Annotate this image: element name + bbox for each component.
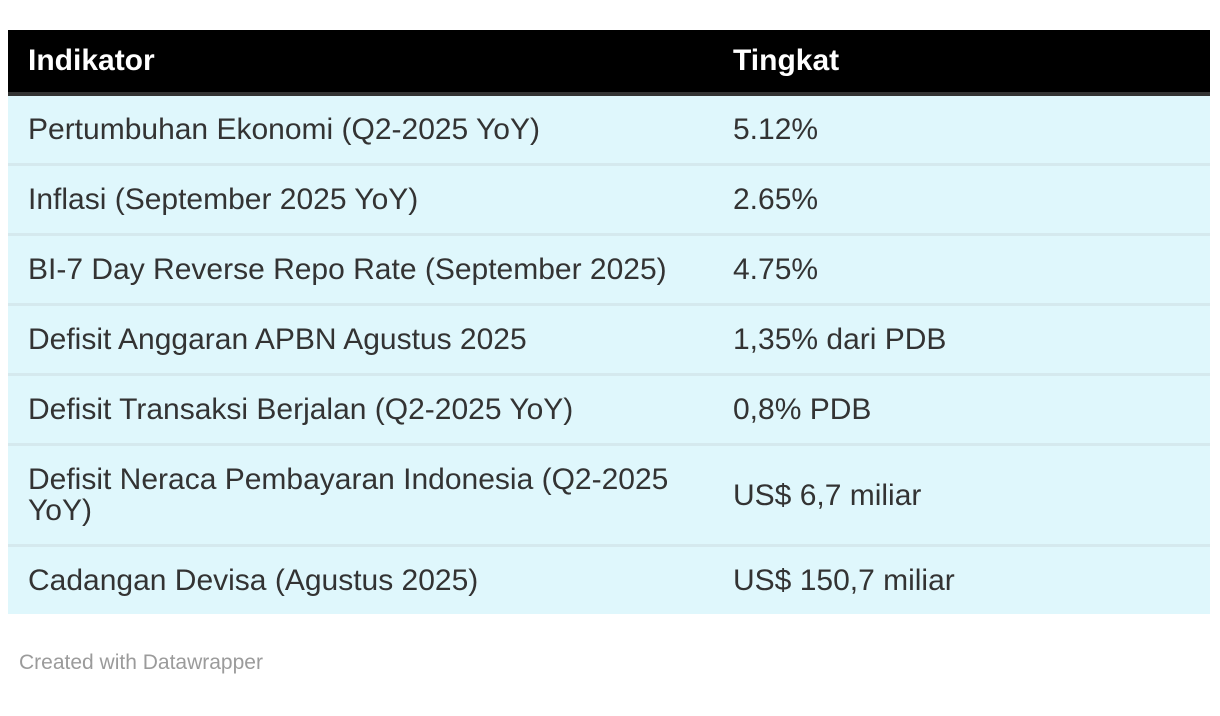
table-chart: Indikator Tingkat Pertumbuhan Ekonomi (Q… [8,30,1210,675]
table-row: Pertumbuhan Ekonomi (Q2-2025 YoY) 5.12% [8,94,1210,165]
header-row: Indikator Tingkat [8,30,1210,96]
cell-tingkat: 2.65% [713,163,1210,235]
table-row: Defisit Neraca Pembayaran Indonesia (Q2-… [8,443,1210,546]
cell-tingkat: US$ 150,7 miliar [713,544,1210,614]
column-header-tingkat: Tingkat [713,30,1210,96]
table-row: Defisit Anggaran APBN Agustus 2025 1,35%… [8,303,1210,375]
indicator-table: Indikator Tingkat Pertumbuhan Ekonomi (Q… [8,30,1210,614]
datawrapper-attribution-link[interactable]: Created with Datawrapper [19,651,263,674]
table-row: BI-7 Day Reverse Repo Rate (September 20… [8,233,1210,305]
column-header-indikator: Indikator [8,30,713,96]
table-header: Indikator Tingkat [8,30,1210,96]
cell-tingkat: 4.75% [713,233,1210,305]
cell-indikator: Defisit Anggaran APBN Agustus 2025 [8,303,713,375]
table-row: Defisit Transaksi Berjalan (Q2-2025 YoY)… [8,373,1210,445]
cell-indikator: Defisit Neraca Pembayaran Indonesia (Q2-… [8,443,713,546]
cell-indikator: BI-7 Day Reverse Repo Rate (September 20… [8,233,713,305]
cell-indikator: Inflasi (September 2025 YoY) [8,163,713,235]
cell-tingkat: US$ 6,7 miliar [713,443,1210,546]
cell-indikator: Cadangan Devisa (Agustus 2025) [8,544,713,614]
table-row: Inflasi (September 2025 YoY) 2.65% [8,163,1210,235]
cell-tingkat: 5.12% [713,94,1210,165]
cell-tingkat: 1,35% dari PDB [713,303,1210,375]
cell-tingkat: 0,8% PDB [713,373,1210,445]
cell-indikator: Defisit Transaksi Berjalan (Q2-2025 YoY) [8,373,713,445]
table-body: Pertumbuhan Ekonomi (Q2-2025 YoY) 5.12% … [8,94,1210,614]
table-row: Cadangan Devisa (Agustus 2025) US$ 150,7… [8,544,1210,614]
cell-indikator: Pertumbuhan Ekonomi (Q2-2025 YoY) [8,94,713,165]
